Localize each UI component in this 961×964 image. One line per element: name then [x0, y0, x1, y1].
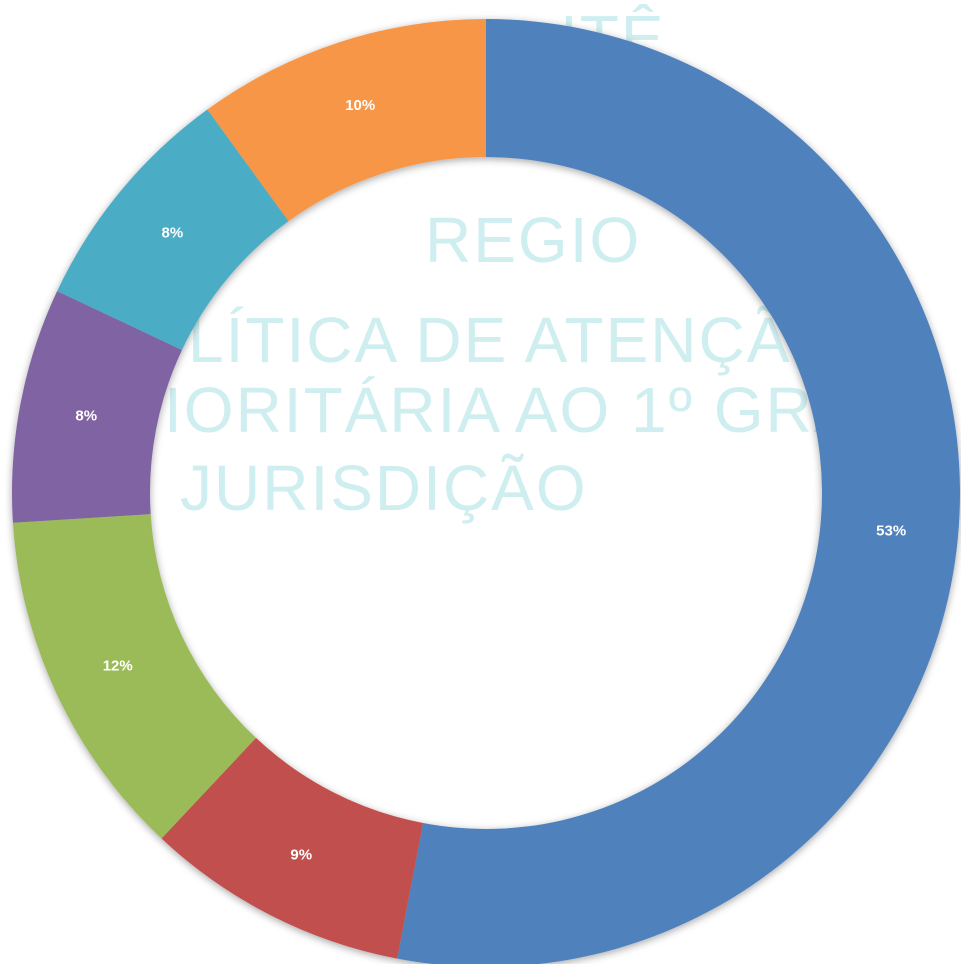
slice	[57, 109, 289, 350]
watermark-text: LÍTICA DE ATENÇÃO	[188, 304, 843, 376]
slice	[397, 19, 960, 964]
labels: 53% 9% 12% 8% 8% 10%	[75, 97, 906, 864]
watermark-text: JURISDIÇÃO	[180, 452, 588, 524]
data-label: 8%	[75, 408, 97, 425]
data-label: 10%	[345, 97, 375, 114]
slice	[11, 291, 182, 523]
slice	[207, 18, 487, 222]
watermark-text: REGIO	[425, 204, 641, 276]
data-label: 53%	[876, 522, 906, 539]
slice	[12, 514, 256, 839]
watermark: ITÊ REGIO LÍTICA DE ATENÇÃO IORITÁRIA AO…	[164, 2, 858, 524]
slice	[161, 737, 424, 959]
data-label: 9%	[290, 847, 312, 864]
data-label: 8%	[162, 225, 184, 242]
donut	[11, 18, 960, 964]
data-label: 12%	[103, 657, 133, 674]
watermark-text: IORITÁRIA AO 1º GRA	[164, 374, 858, 446]
